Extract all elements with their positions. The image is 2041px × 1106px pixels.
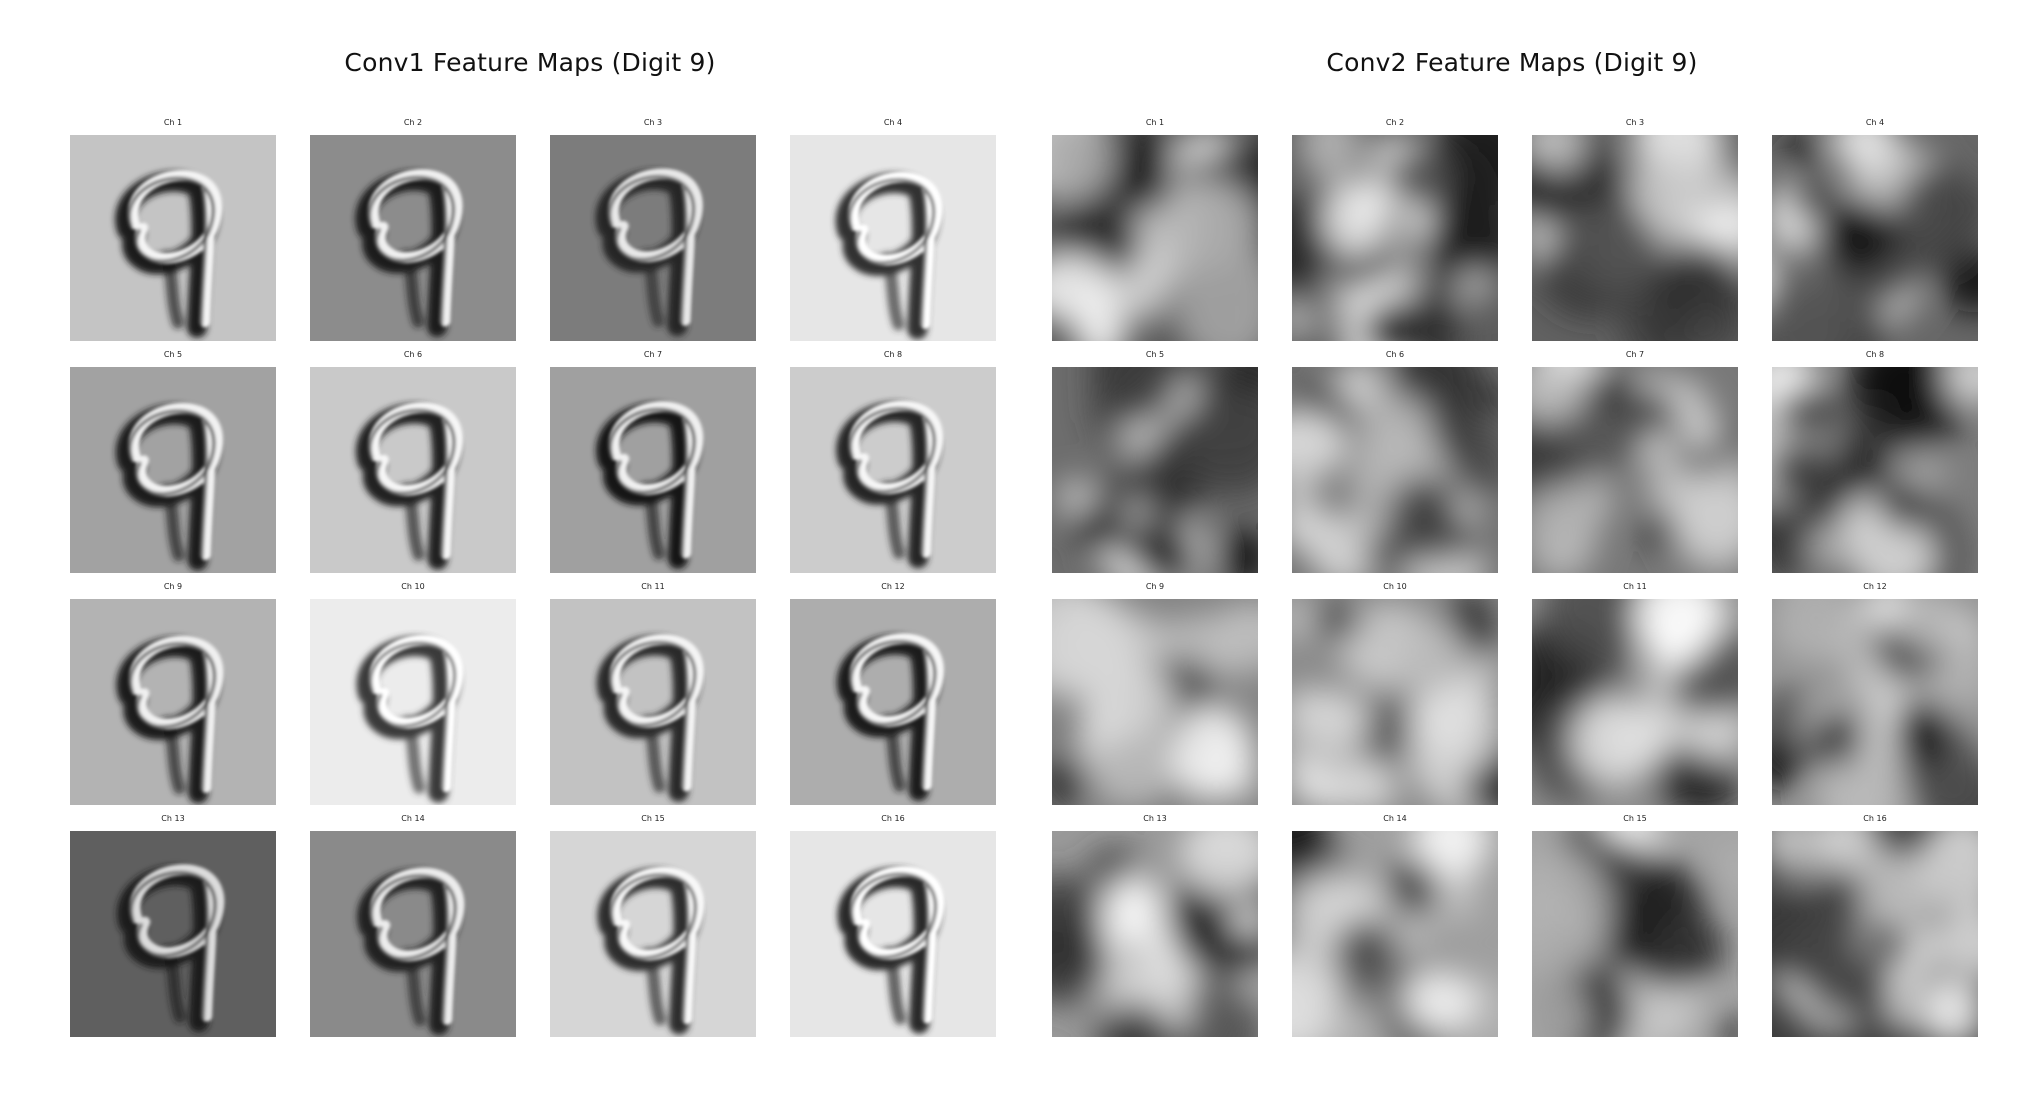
- feature-map-image: [550, 831, 756, 1037]
- conv2-channel-6: Ch 6: [1292, 350, 1498, 580]
- feature-map-image: [550, 135, 756, 341]
- conv2-channel-3: Ch 3: [1532, 118, 1738, 348]
- feature-map-image: [1292, 831, 1498, 1037]
- conv2-channel-9: Ch 9: [1052, 582, 1258, 812]
- channel-label: Ch 5: [163, 350, 183, 359]
- conv1-channel-5: Ch 5: [70, 350, 276, 580]
- feature-map-image: [790, 367, 996, 573]
- channel-label: Ch 9: [163, 582, 183, 591]
- feature-map-image: [1292, 367, 1498, 573]
- feature-map-image: [1052, 367, 1258, 573]
- feature-map-image: [1052, 599, 1258, 805]
- conv1-channel-2: Ch 2: [310, 118, 516, 348]
- feature-map-image: [70, 599, 276, 805]
- channel-label: Ch 7: [1625, 350, 1645, 359]
- conv1-channel-12: Ch 12: [790, 582, 996, 812]
- channel-label: Ch 10: [401, 582, 425, 591]
- channel-label: Ch 9: [1145, 582, 1165, 591]
- feature-map-image: [1772, 831, 1978, 1037]
- channel-label: Ch 11: [1623, 582, 1647, 591]
- channel-label: Ch 1: [1145, 118, 1165, 127]
- feature-map-image: [550, 367, 756, 573]
- feature-map-image: [1772, 599, 1978, 805]
- channel-label: Ch 7: [643, 350, 663, 359]
- conv2-channel-12: Ch 12: [1772, 582, 1978, 812]
- conv1-channel-14: Ch 14: [310, 814, 516, 1044]
- channel-label: Ch 12: [881, 582, 905, 591]
- conv1-channel-13: Ch 13: [70, 814, 276, 1044]
- channel-label: Ch 15: [641, 814, 665, 823]
- channel-label: Ch 12: [1863, 582, 1887, 591]
- feature-map-image: [1532, 599, 1738, 805]
- channel-label: Ch 8: [883, 350, 903, 359]
- conv1-channel-6: Ch 6: [310, 350, 516, 580]
- feature-map-image: [310, 367, 516, 573]
- channel-label: Ch 3: [643, 118, 663, 127]
- conv1-channel-8: Ch 8: [790, 350, 996, 580]
- feature-map-image: [310, 831, 516, 1037]
- feature-map-image: [70, 831, 276, 1037]
- conv1-panel-title: Conv1 Feature Maps (Digit 9): [344, 48, 716, 77]
- channel-label: Ch 6: [403, 350, 423, 359]
- feature-map-image: [1292, 135, 1498, 341]
- channel-label: Ch 4: [883, 118, 903, 127]
- feature-map-image: [70, 135, 276, 341]
- conv2-channel-13: Ch 13: [1052, 814, 1258, 1044]
- feature-map-image: [790, 135, 996, 341]
- feature-map-image: [1772, 135, 1978, 341]
- conv2-channel-11: Ch 11: [1532, 582, 1738, 812]
- channel-label: Ch 4: [1865, 118, 1885, 127]
- feature-map-image: [550, 599, 756, 805]
- channel-label: Ch 16: [881, 814, 905, 823]
- conv2-channel-15: Ch 15: [1532, 814, 1738, 1044]
- conv2-channel-1: Ch 1: [1052, 118, 1258, 348]
- conv1-channel-1: Ch 1: [70, 118, 276, 348]
- channel-label: Ch 11: [641, 582, 665, 591]
- channel-label: Ch 2: [403, 118, 423, 127]
- channel-label: Ch 13: [161, 814, 185, 823]
- conv2-channel-14: Ch 14: [1292, 814, 1498, 1044]
- feature-map-image: [1292, 599, 1498, 805]
- conv2-channel-5: Ch 5: [1052, 350, 1258, 580]
- channel-label: Ch 15: [1623, 814, 1647, 823]
- conv1-channel-11: Ch 11: [550, 582, 756, 812]
- conv1-channel-15: Ch 15: [550, 814, 756, 1044]
- conv2-channel-2: Ch 2: [1292, 118, 1498, 348]
- conv1-channel-9: Ch 9: [70, 582, 276, 812]
- channel-label: Ch 8: [1865, 350, 1885, 359]
- feature-map-image: [1772, 367, 1978, 573]
- conv2-channel-10: Ch 10: [1292, 582, 1498, 812]
- conv2-channel-16: Ch 16: [1772, 814, 1978, 1044]
- channel-label: Ch 10: [1383, 582, 1407, 591]
- channel-label: Ch 6: [1385, 350, 1405, 359]
- feature-map-image: [1532, 831, 1738, 1037]
- feature-map-image: [310, 135, 516, 341]
- channel-label: Ch 2: [1385, 118, 1405, 127]
- feature-map-image: [70, 367, 276, 573]
- channel-label: Ch 14: [1383, 814, 1407, 823]
- conv2-channel-7: Ch 7: [1532, 350, 1738, 580]
- conv1-channel-3: Ch 3: [550, 118, 756, 348]
- channel-label: Ch 3: [1625, 118, 1645, 127]
- feature-map-image: [1052, 831, 1258, 1037]
- conv1-channel-7: Ch 7: [550, 350, 756, 580]
- channel-label: Ch 14: [401, 814, 425, 823]
- feature-map-image: [310, 599, 516, 805]
- channel-label: Ch 13: [1143, 814, 1167, 823]
- conv1-channel-10: Ch 10: [310, 582, 516, 812]
- feature-map-image: [790, 599, 996, 805]
- channel-label: Ch 16: [1863, 814, 1887, 823]
- feature-map-image: [790, 831, 996, 1037]
- conv2-channel-4: Ch 4: [1772, 118, 1978, 348]
- channel-label: Ch 5: [1145, 350, 1165, 359]
- feature-map-image: [1532, 367, 1738, 573]
- conv2-panel-title: Conv2 Feature Maps (Digit 9): [1326, 48, 1698, 77]
- conv1-channel-16: Ch 16: [790, 814, 996, 1044]
- conv1-channel-4: Ch 4: [790, 118, 996, 348]
- feature-map-image: [1052, 135, 1258, 341]
- feature-map-image: [1532, 135, 1738, 341]
- conv2-channel-8: Ch 8: [1772, 350, 1978, 580]
- channel-label: Ch 1: [163, 118, 183, 127]
